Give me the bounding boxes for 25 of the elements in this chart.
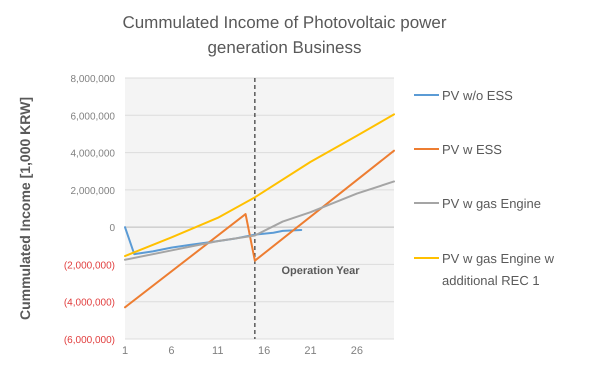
line-series [124, 150, 395, 308]
legend-label: PV w gas Engine w additional REC 1 [442, 251, 555, 288]
y-tick-label: (6,000,000) [64, 335, 115, 346]
chart-title: Cummulated Income of Photovoltaic power generation Business [122, 13, 447, 57]
line-series [124, 180, 395, 261]
legend-label: PV w gas Engine [442, 196, 542, 211]
x-tick-label: 6 [168, 345, 174, 357]
line-series [124, 226, 302, 256]
y-tick-label: (2,000,000) [64, 260, 115, 272]
legend-label: PV w/o ESS [442, 88, 514, 103]
x-axis-title: Operation Year [281, 265, 360, 278]
y-tick-label: (4,000,000) [64, 298, 115, 309]
y-tick-label: 4,000,000 [70, 148, 116, 160]
y-tick-label: 6,000,000 [70, 111, 116, 122]
y-tick-label: 0 [109, 223, 116, 234]
legend-label: PV w ESS [442, 142, 502, 157]
y-tick-label: 2,000,000 [70, 186, 116, 197]
x-tick-label: 26 [350, 345, 364, 357]
x-tick-label: 1 [122, 345, 128, 357]
line-series [124, 113, 395, 258]
y-axis-title: Cummulated Income [1,000 KRW] [17, 96, 33, 320]
x-tick-label: 21 [304, 345, 317, 357]
x-tick-label: 11 [212, 345, 224, 357]
x-tick-label: 16 [258, 345, 270, 357]
y-tick-label: 8,000,000 [70, 74, 116, 85]
